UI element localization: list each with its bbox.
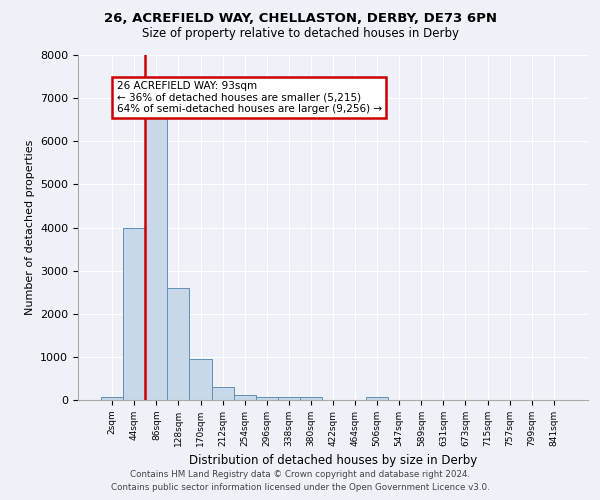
- Bar: [123, 228, 145, 400]
- Bar: [101, 396, 123, 400]
- Text: 26 ACREFIELD WAY: 93sqm
← 36% of detached houses are smaller (5,215)
64% of semi: 26 ACREFIELD WAY: 93sqm ← 36% of detache…: [116, 81, 382, 114]
- Y-axis label: Number of detached properties: Number of detached properties: [25, 140, 35, 315]
- Bar: [300, 396, 322, 400]
- Text: Contains HM Land Registry data © Crown copyright and database right 2024.
Contai: Contains HM Land Registry data © Crown c…: [110, 470, 490, 492]
- Bar: [256, 396, 278, 400]
- Text: 26, ACREFIELD WAY, CHELLASTON, DERBY, DE73 6PN: 26, ACREFIELD WAY, CHELLASTON, DERBY, DE…: [104, 12, 497, 26]
- Text: Size of property relative to detached houses in Derby: Size of property relative to detached ho…: [142, 28, 458, 40]
- X-axis label: Distribution of detached houses by size in Derby: Distribution of detached houses by size …: [189, 454, 477, 468]
- Bar: [366, 396, 388, 400]
- Bar: [145, 116, 167, 400]
- Bar: [212, 387, 233, 400]
- Bar: [278, 396, 300, 400]
- Bar: [233, 395, 256, 400]
- Bar: [190, 359, 212, 400]
- Bar: [167, 288, 190, 400]
